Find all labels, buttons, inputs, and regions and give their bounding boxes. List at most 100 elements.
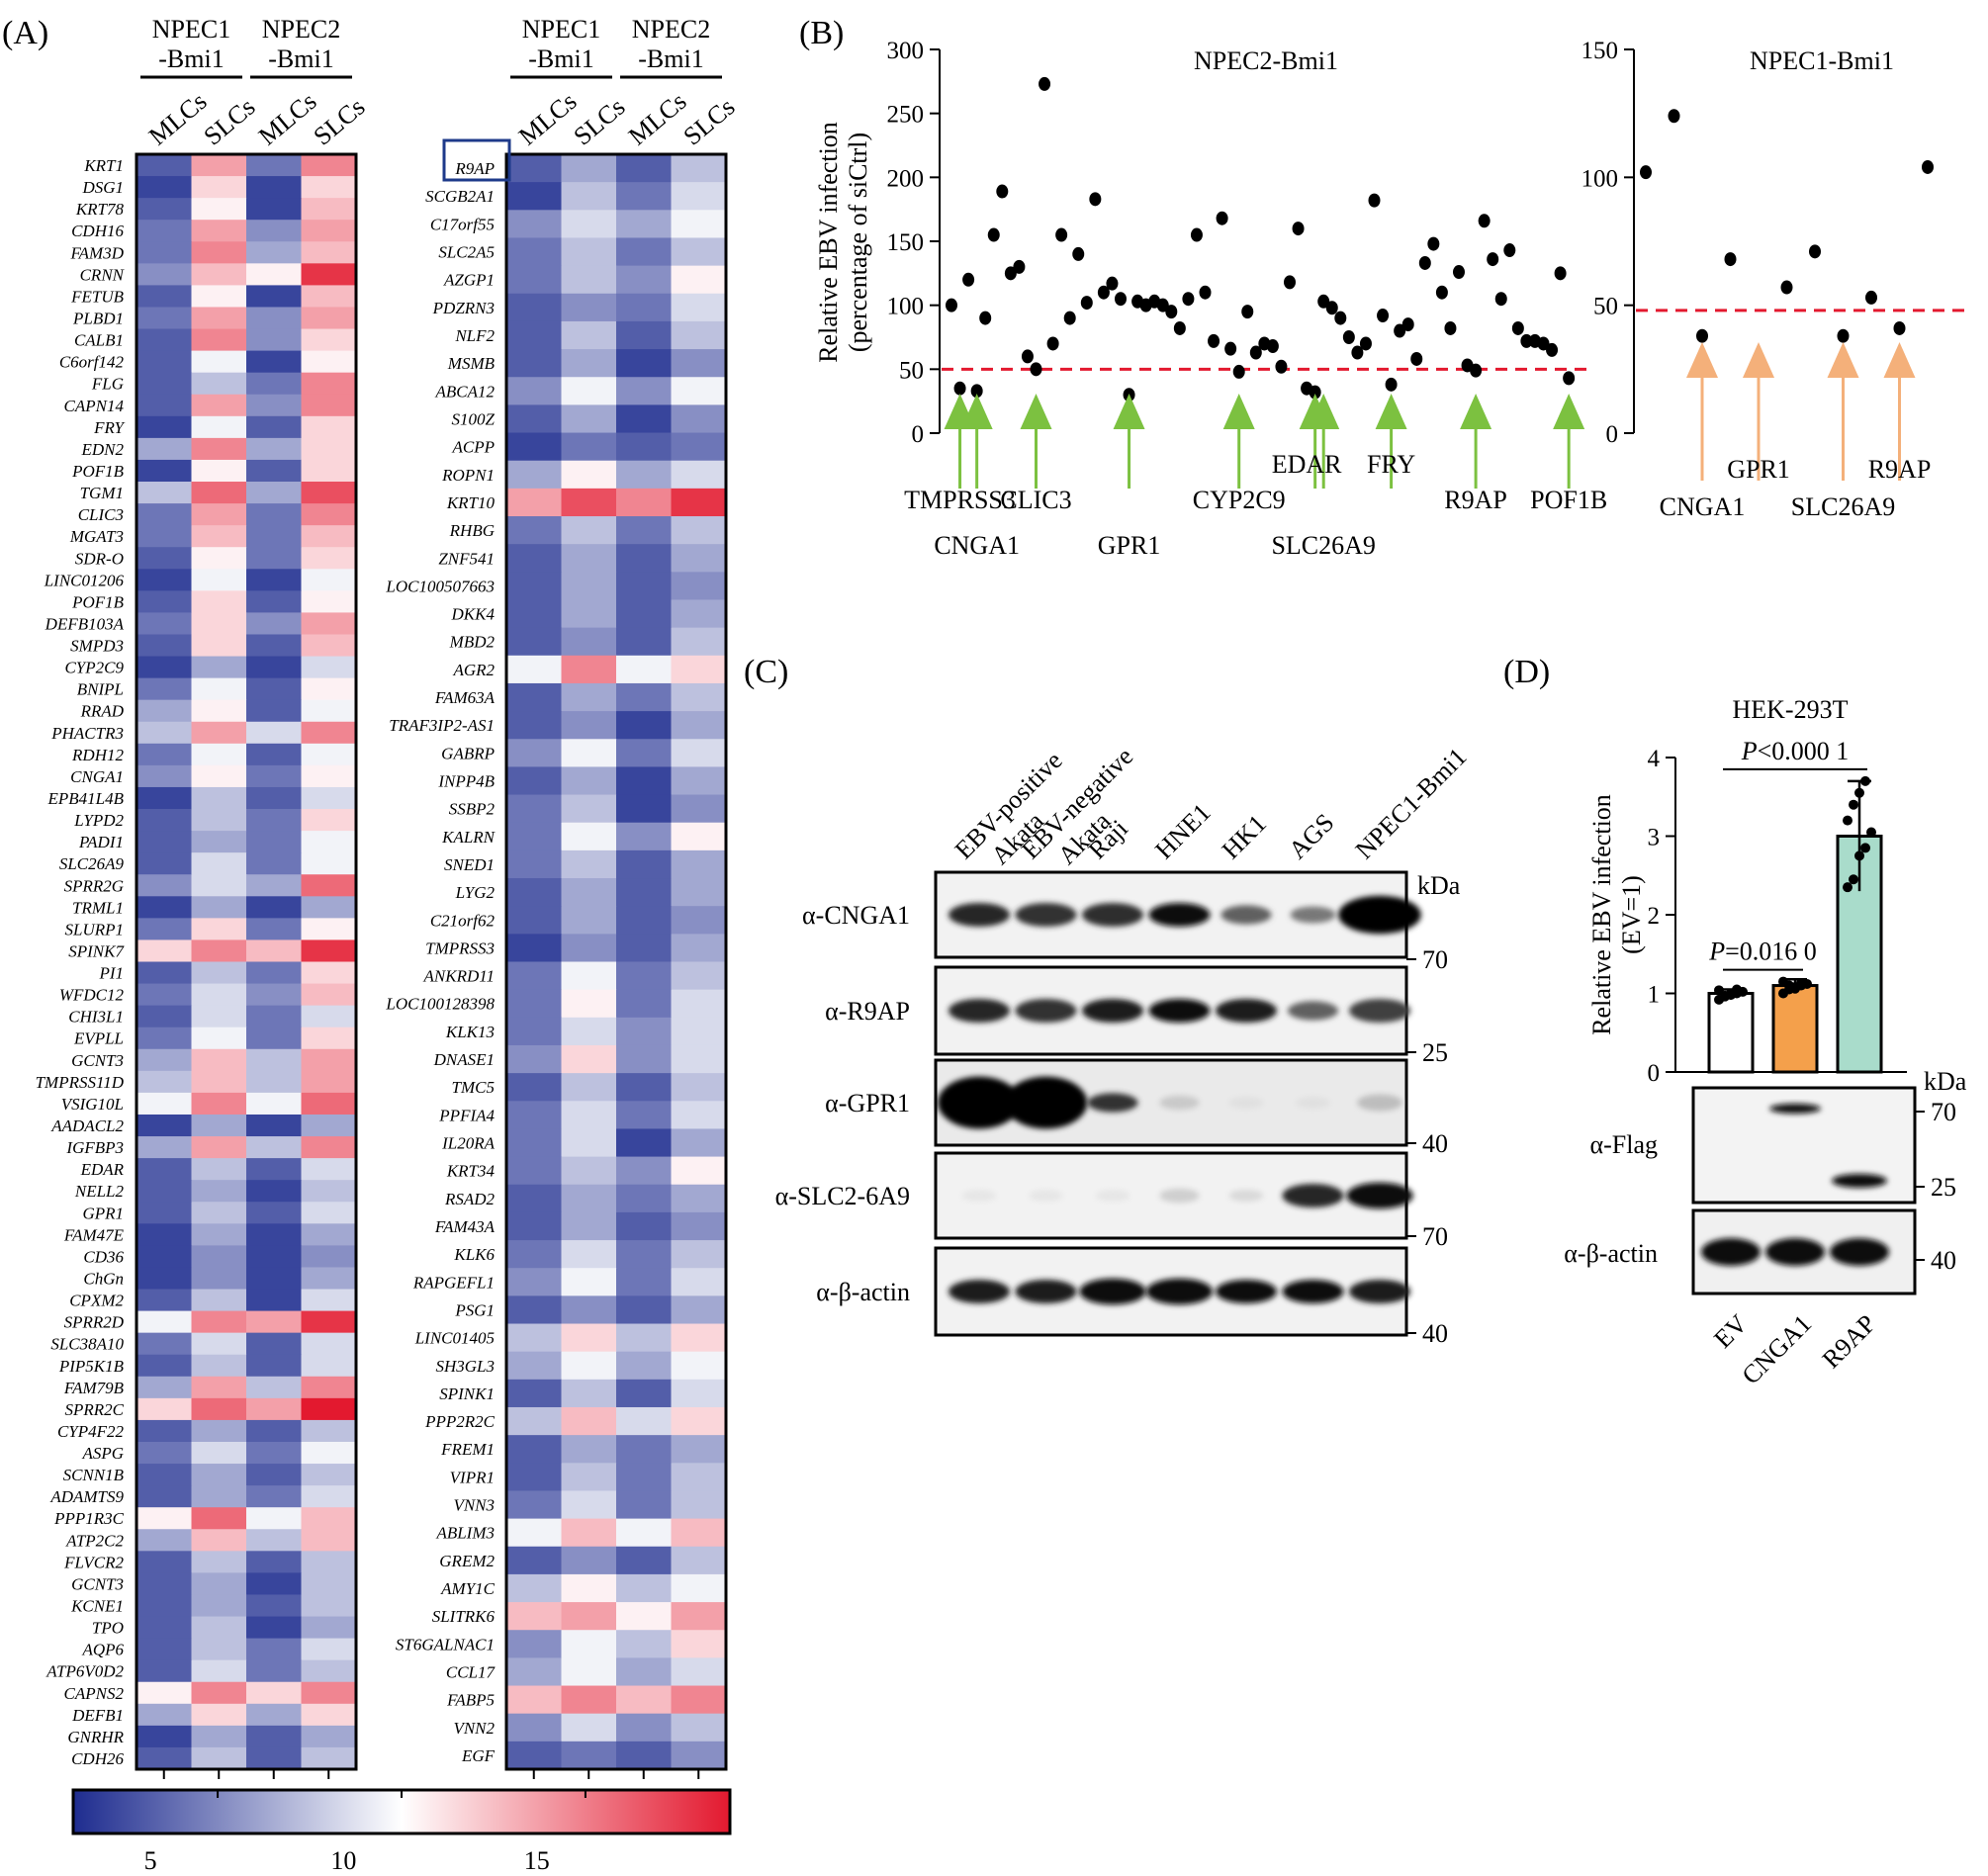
heatmap-cell: [506, 1630, 563, 1658]
heatmap-cell: [561, 349, 617, 378]
heatmap-cell: [301, 241, 357, 264]
arrow-label: CNGA1: [934, 531, 1020, 560]
heatmap-cell: [561, 237, 617, 267]
heatmap-cell: [191, 547, 247, 570]
heatmap-cell: [191, 656, 247, 679]
heatmap-cell: [561, 1211, 617, 1241]
heatmap-cell: [191, 220, 247, 242]
heatmap-cell: [136, 1507, 193, 1530]
data-point: [953, 381, 966, 396]
data-point: [1030, 362, 1042, 377]
heatmap-cell: [301, 1180, 357, 1203]
heatmap-cell: [246, 1616, 303, 1640]
heatmap-cell: [561, 1323, 617, 1353]
heatmap-cell: [616, 682, 673, 712]
data-point: [1080, 296, 1093, 311]
heatmap-cell: [246, 1289, 303, 1312]
data-point: [1097, 285, 1110, 300]
right-gene-label: SLC2A5: [438, 243, 495, 262]
heatmap-cell: [506, 1184, 563, 1213]
heatmap-cell: [246, 1376, 303, 1399]
data-point: [1410, 351, 1423, 366]
heatmap-cell: [136, 1310, 193, 1334]
heatmap-cell: [301, 1441, 357, 1465]
replicate-point: [1843, 815, 1852, 826]
heatmap-cell: [506, 822, 563, 851]
heatmap-cell: [136, 852, 193, 875]
heatmap-cell: [246, 1245, 303, 1269]
heatmap-cell: [301, 1725, 357, 1748]
heatmap-cell: [246, 1681, 303, 1705]
heatmap-cell: [246, 1158, 303, 1181]
heatmap-cell: [301, 1419, 357, 1443]
heatmap-cell: [246, 743, 303, 766]
heatmap-cell: [616, 1490, 673, 1520]
heatmap-cell: [671, 1435, 727, 1464]
blot-antibody-label: α-SLC2-6A9: [775, 1182, 910, 1210]
marker-label: 25: [1422, 1038, 1448, 1067]
data-point: [1780, 280, 1793, 295]
data-point: [1190, 227, 1203, 242]
heatmap-cell: [136, 1245, 193, 1269]
heatmap-cell: [136, 1289, 193, 1312]
heatmap-cell: [191, 1485, 247, 1508]
arrow-head: [960, 394, 993, 429]
heatmap-cell: [506, 989, 563, 1019]
blot-band: [1082, 903, 1143, 927]
heatmap-cell: [671, 1713, 727, 1742]
panel-b-label: (B): [799, 15, 844, 51]
left-gene-label: KRT1: [83, 156, 124, 175]
heatmap-cell: [301, 569, 357, 591]
heatmap-cell: [136, 1332, 193, 1356]
replicate-point: [1732, 984, 1742, 995]
heatmap-cell: [671, 822, 727, 851]
heatmap-cell: [136, 263, 193, 287]
heatmap-cell: [561, 293, 617, 322]
heatmap-cell: [301, 372, 357, 396]
heatmap-cell: [136, 503, 193, 526]
left-gene-label: CAPN14: [64, 397, 125, 415]
heatmap-cell: [506, 320, 563, 350]
blot-band: [1145, 1278, 1214, 1305]
data-point: [1368, 193, 1381, 208]
heatmap-cell: [136, 1048, 193, 1072]
left-gene-label: GCNT3: [71, 1051, 124, 1070]
data-point: [1173, 320, 1186, 335]
right-gene-label: ANKRD11: [423, 967, 495, 986]
panel-a-label: (A): [2, 15, 48, 51]
heatmap-cell: [506, 1156, 563, 1186]
heatmap-cell: [506, 655, 563, 684]
heatmap-cell: [671, 460, 727, 490]
heatmap-cell: [616, 849, 673, 879]
heatmap-cell: [136, 1027, 193, 1050]
p-value-text: =0.016 0: [1725, 938, 1817, 966]
heatmap-group-header-line: NPEC2: [632, 15, 710, 44]
lane-label-line: HK1: [1217, 809, 1272, 864]
heatmap-cell: [301, 198, 357, 221]
data-point: [1520, 333, 1533, 348]
heatmap-column-label: SLCs: [308, 92, 370, 150]
heatmap-cell: [616, 1741, 673, 1770]
heatmap-cell: [671, 516, 727, 545]
heatmap-cell: [246, 394, 303, 417]
heatmap-cell: [301, 1507, 357, 1530]
heatmap-cell: [671, 1657, 727, 1687]
heatmap-cell: [136, 786, 193, 810]
heatmap-cell: [506, 1044, 563, 1074]
blot-band: [1349, 999, 1410, 1023]
heatmap-cell: [191, 1005, 247, 1028]
heatmap-column-label: SLCs: [678, 92, 740, 150]
left-gene-label: PADI1: [78, 833, 124, 851]
data-point: [1478, 214, 1491, 228]
blot-band: [938, 1076, 1021, 1129]
heatmap-cell: [671, 989, 727, 1019]
heatmap-cell: [191, 1529, 247, 1552]
data-point: [1115, 292, 1127, 307]
heatmap-cell: [616, 293, 673, 322]
data-point: [1021, 349, 1034, 364]
heatmap-cell: [301, 154, 357, 177]
left-gene-label: PPP1R3C: [53, 1509, 125, 1528]
heatmap-cell: [616, 1657, 673, 1687]
heatmap-cell: [301, 394, 357, 417]
